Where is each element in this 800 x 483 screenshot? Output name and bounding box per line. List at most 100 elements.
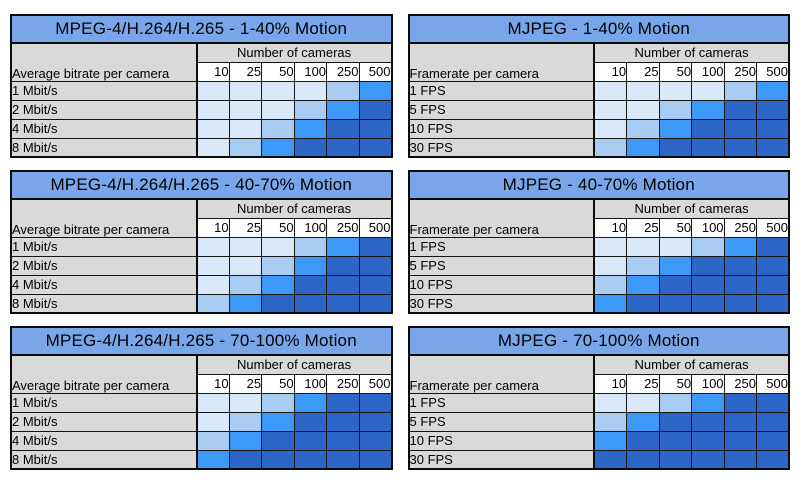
heat-cell <box>261 392 295 413</box>
heat-cell <box>326 449 360 470</box>
heat-cell <box>196 99 230 120</box>
heat-cell <box>658 80 693 101</box>
camera-count: 250 <box>723 217 758 238</box>
row-label: 1 FPS <box>408 80 596 101</box>
heat-cell <box>691 430 725 451</box>
heat-cell <box>626 449 660 470</box>
table-row: 4 Mbit/s <box>10 274 393 295</box>
heat-cell <box>756 293 790 314</box>
heat-cell <box>723 293 758 314</box>
heat-cell <box>358 430 393 451</box>
heat-cell <box>326 274 360 295</box>
column-group-row: Framerate per camera Number of cameras <box>408 198 790 238</box>
heat-cell <box>228 236 263 257</box>
heat-cell <box>658 118 693 139</box>
row-label: 10 FPS <box>408 274 596 295</box>
row-label: 8 Mbit/s <box>10 293 198 314</box>
heat-cell <box>196 118 230 139</box>
camera-count: 500 <box>358 61 393 82</box>
heat-cell <box>756 392 790 413</box>
row-label: 8 Mbit/s <box>10 137 198 158</box>
heat-cell <box>723 236 758 257</box>
table-row: 30 FPS <box>408 137 790 158</box>
heat-cell <box>691 80 725 101</box>
heat-cell <box>626 430 660 451</box>
heat-cell <box>326 255 360 276</box>
table-row: 2 Mbit/s <box>10 99 393 120</box>
heat-cell <box>358 236 393 257</box>
heat-cell <box>593 236 628 257</box>
camera-count: 10 <box>196 217 230 238</box>
column-group-row: Framerate per camera Number of cameras <box>408 354 790 394</box>
heat-cell <box>593 430 628 451</box>
heat-cell <box>756 411 790 432</box>
camera-count: 100 <box>293 217 328 238</box>
camera-count: 500 <box>358 217 393 238</box>
heat-cell <box>723 392 758 413</box>
heat-cell <box>293 430 328 451</box>
heat-cell <box>658 449 693 470</box>
camera-count: 25 <box>626 217 660 238</box>
heat-cell <box>196 430 230 451</box>
table-body: 1 FPS 5 FPS 10 FPS 30 FPS <box>408 392 790 470</box>
heat-cell <box>196 236 230 257</box>
camera-count: 25 <box>228 61 263 82</box>
heat-cell <box>293 137 328 158</box>
camera-count: 500 <box>358 373 393 394</box>
heat-cell <box>293 392 328 413</box>
heat-cell <box>326 99 360 120</box>
heat-cell <box>593 392 628 413</box>
camera-count: 50 <box>261 61 295 82</box>
camera-counts-row: 10 25 50 100 250 500 <box>409 217 790 238</box>
heat-cell <box>626 118 660 139</box>
heat-cell <box>228 274 263 295</box>
table-body: 1 FPS 5 FPS 10 FPS 30 FPS <box>408 236 790 314</box>
column-group-label: Number of cameras <box>196 42 392 63</box>
heat-cell <box>691 392 725 413</box>
table-body: 1 Mbit/s 2 Mbit/s 4 Mbit/s 8 Mbit/s <box>10 236 393 314</box>
heat-cell <box>756 449 790 470</box>
table-row: 10 FPS <box>408 274 790 295</box>
heat-cell <box>358 80 393 101</box>
heat-cell <box>626 255 660 276</box>
heat-cell <box>196 411 230 432</box>
heat-cell <box>756 274 790 295</box>
column-group-row: Framerate per camera Number of cameras <box>408 42 790 82</box>
camera-count: 25 <box>626 373 660 394</box>
table-row: 5 FPS <box>408 255 790 276</box>
camera-count: 250 <box>723 61 758 82</box>
heat-cell <box>593 80 628 101</box>
tables-grid: MPEG-4/H.264/H.265 - 1-40% Motion Averag… <box>10 14 790 470</box>
row-label: 1 Mbit/s <box>10 80 198 101</box>
heat-cell <box>261 274 295 295</box>
row-label: 1 FPS <box>408 392 596 413</box>
row-header: Framerate per camera <box>408 354 596 394</box>
heat-cell <box>358 274 393 295</box>
camera-count: 100 <box>293 61 328 82</box>
heat-cell <box>593 137 628 158</box>
heat-cell <box>261 430 295 451</box>
camera-count: 250 <box>326 217 360 238</box>
camera-count: 10 <box>196 373 230 394</box>
heat-cell <box>358 118 393 139</box>
heat-cell <box>756 118 790 139</box>
heat-cell <box>228 293 263 314</box>
heat-cell <box>658 274 693 295</box>
heat-cell <box>593 411 628 432</box>
heat-cell <box>691 137 725 158</box>
camera-count: 50 <box>658 373 693 394</box>
heat-cell <box>293 118 328 139</box>
table-row: 8 Mbit/s <box>10 137 393 158</box>
heat-cell <box>691 118 725 139</box>
heatmap-table: MPEG-4/H.264/H.265 - 40-70% Motion Avera… <box>10 170 393 314</box>
table-row: 30 FPS <box>408 293 790 314</box>
heat-cell <box>626 293 660 314</box>
heat-cell <box>293 236 328 257</box>
table-row: 1 FPS <box>408 80 790 101</box>
camera-count: 10 <box>593 217 628 238</box>
heat-cell <box>756 99 790 120</box>
heat-cell <box>196 392 230 413</box>
heat-cell <box>261 236 295 257</box>
heat-cell <box>593 274 628 295</box>
